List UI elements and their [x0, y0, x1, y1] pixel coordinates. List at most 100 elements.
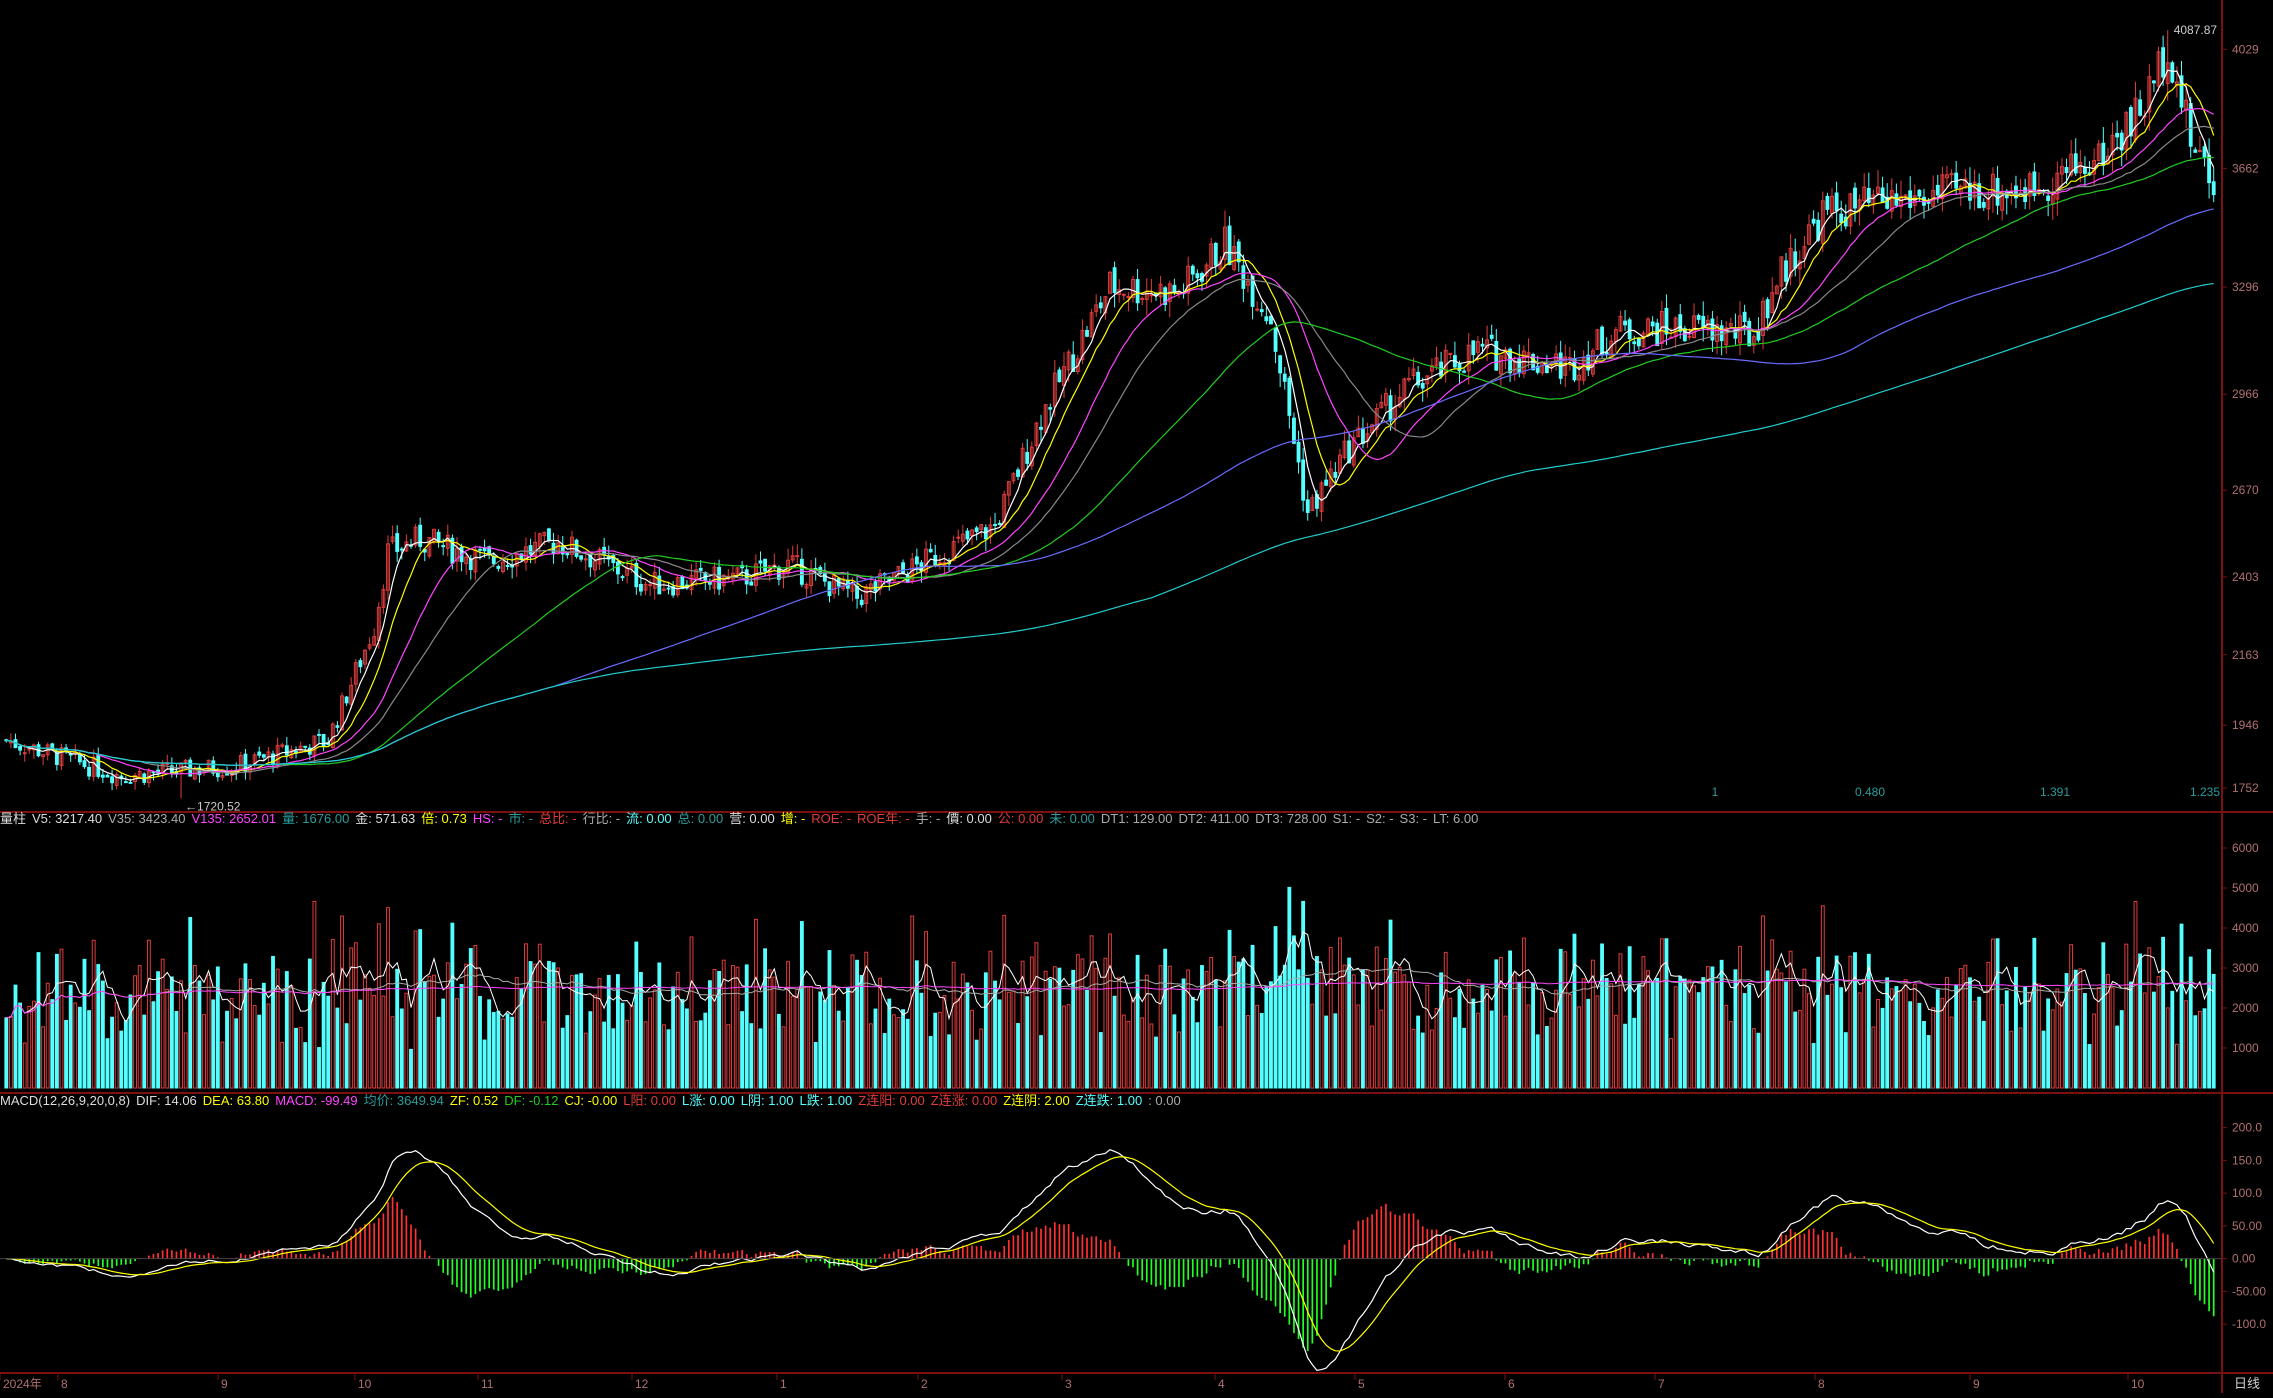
volume-bar	[533, 963, 538, 1089]
candle	[321, 734, 326, 746]
candle	[528, 545, 533, 555]
volume-bar	[1434, 1007, 1439, 1089]
volume-bar	[1135, 954, 1140, 1089]
candle	[1098, 302, 1103, 309]
axis-labels: 4029366232962966267024032163194617526000…	[0, 42, 2266, 1391]
volume-bar	[1554, 989, 1559, 1089]
dea-line	[6, 1156, 2215, 1352]
volume-bar	[1724, 1004, 1729, 1089]
volume-bar	[1075, 954, 1080, 1089]
indicator-item: Z连跌: 1.00	[1075, 1093, 1143, 1108]
volume-bar	[1227, 929, 1232, 1089]
candle	[1434, 357, 1439, 367]
volume-bar	[353, 942, 358, 1089]
candle	[330, 723, 335, 748]
candle	[542, 531, 547, 537]
volume-bar	[41, 1026, 46, 1089]
volume-bar	[2115, 1025, 2120, 1089]
volume-bar	[2041, 1030, 2046, 1089]
candle	[1765, 299, 1770, 319]
volume-bar	[1811, 1043, 1816, 1089]
volume-bar	[1853, 952, 1857, 1089]
volume-bar	[2092, 1013, 2097, 1089]
candle	[2156, 51, 2161, 87]
volume-bar	[928, 1036, 933, 1089]
candle	[123, 781, 128, 784]
volume-bar	[491, 1012, 496, 1089]
candle	[1839, 213, 1844, 224]
volume-bar	[1632, 1017, 1637, 1089]
volume-bar	[887, 998, 892, 1089]
volume-bar	[868, 1023, 873, 1089]
volume-bar	[335, 1007, 340, 1089]
volume-bar	[1880, 1007, 1885, 1089]
candle	[2179, 75, 2184, 108]
volume-bar	[409, 1048, 413, 1089]
candle	[1328, 468, 1333, 488]
volume-bar	[1448, 997, 1453, 1089]
candle	[1650, 321, 1655, 327]
candle	[1356, 427, 1361, 438]
candle	[1319, 482, 1324, 512]
price-panel[interactable]: 4087.87 ←1720.52 1 0.480 1.391 1.235	[4, 23, 2220, 813]
candle	[468, 558, 473, 571]
volume-bar	[1443, 951, 1448, 1089]
volume-bar	[873, 1008, 878, 1089]
volume-bar	[1048, 978, 1053, 1089]
volume-bar	[1715, 982, 1719, 1089]
volume-bar	[2023, 986, 2028, 1089]
volume-bar	[2184, 1000, 2189, 1089]
volume-bar	[551, 962, 556, 1089]
volume-bar	[634, 941, 639, 1089]
volume-bar	[105, 1038, 110, 1089]
candle	[225, 773, 229, 776]
candle	[1715, 324, 1719, 342]
candle	[2138, 99, 2143, 116]
volume-bar	[648, 997, 653, 1089]
volume-bar	[1577, 1006, 1581, 1089]
indicator-item: S3: -	[1399, 811, 1428, 826]
candle	[1889, 190, 1894, 212]
indicator-item: L阳: 0.00	[623, 1093, 676, 1108]
candle	[128, 781, 133, 784]
candle	[1420, 382, 1425, 389]
macd-panel[interactable]	[0, 1149, 2222, 1372]
candle	[1632, 341, 1637, 345]
volume-bar	[321, 981, 326, 1089]
candle	[1269, 315, 1273, 325]
volume-bar	[501, 1018, 505, 1089]
candle	[1075, 358, 1080, 373]
volume-bar	[468, 948, 473, 1089]
volume-bar	[1512, 971, 1517, 1089]
candle	[271, 753, 275, 765]
candle	[1342, 440, 1347, 459]
volume-bar	[1062, 1005, 1066, 1089]
candle	[1057, 369, 1062, 383]
candle	[937, 562, 942, 565]
volume-bar	[1558, 948, 1563, 1089]
volume-panel[interactable]	[4, 886, 2216, 1089]
candle	[1112, 267, 1117, 294]
candle	[873, 581, 878, 592]
volume-bar	[1287, 886, 1292, 1089]
volume-bar	[1705, 966, 1710, 1089]
volume-bar	[1627, 946, 1632, 1089]
indicator-item: V5: 3217.40	[32, 811, 103, 826]
volume-bar	[914, 960, 919, 1089]
candle	[1935, 184, 1940, 196]
candle	[1466, 344, 1471, 372]
candle	[381, 589, 386, 608]
candle	[1457, 363, 1462, 372]
volume-bar	[1673, 986, 1678, 1089]
time-label: 8	[61, 1377, 68, 1391]
price-tick-label: 4029	[2232, 42, 2259, 56]
volume-bar	[1006, 991, 1011, 1089]
volume-bar	[312, 900, 317, 1089]
candle	[993, 523, 997, 526]
candle	[340, 695, 344, 731]
volume-bar	[2014, 967, 2018, 1089]
volume-bar	[363, 974, 367, 1089]
candle	[1301, 459, 1306, 501]
candle	[671, 586, 676, 596]
